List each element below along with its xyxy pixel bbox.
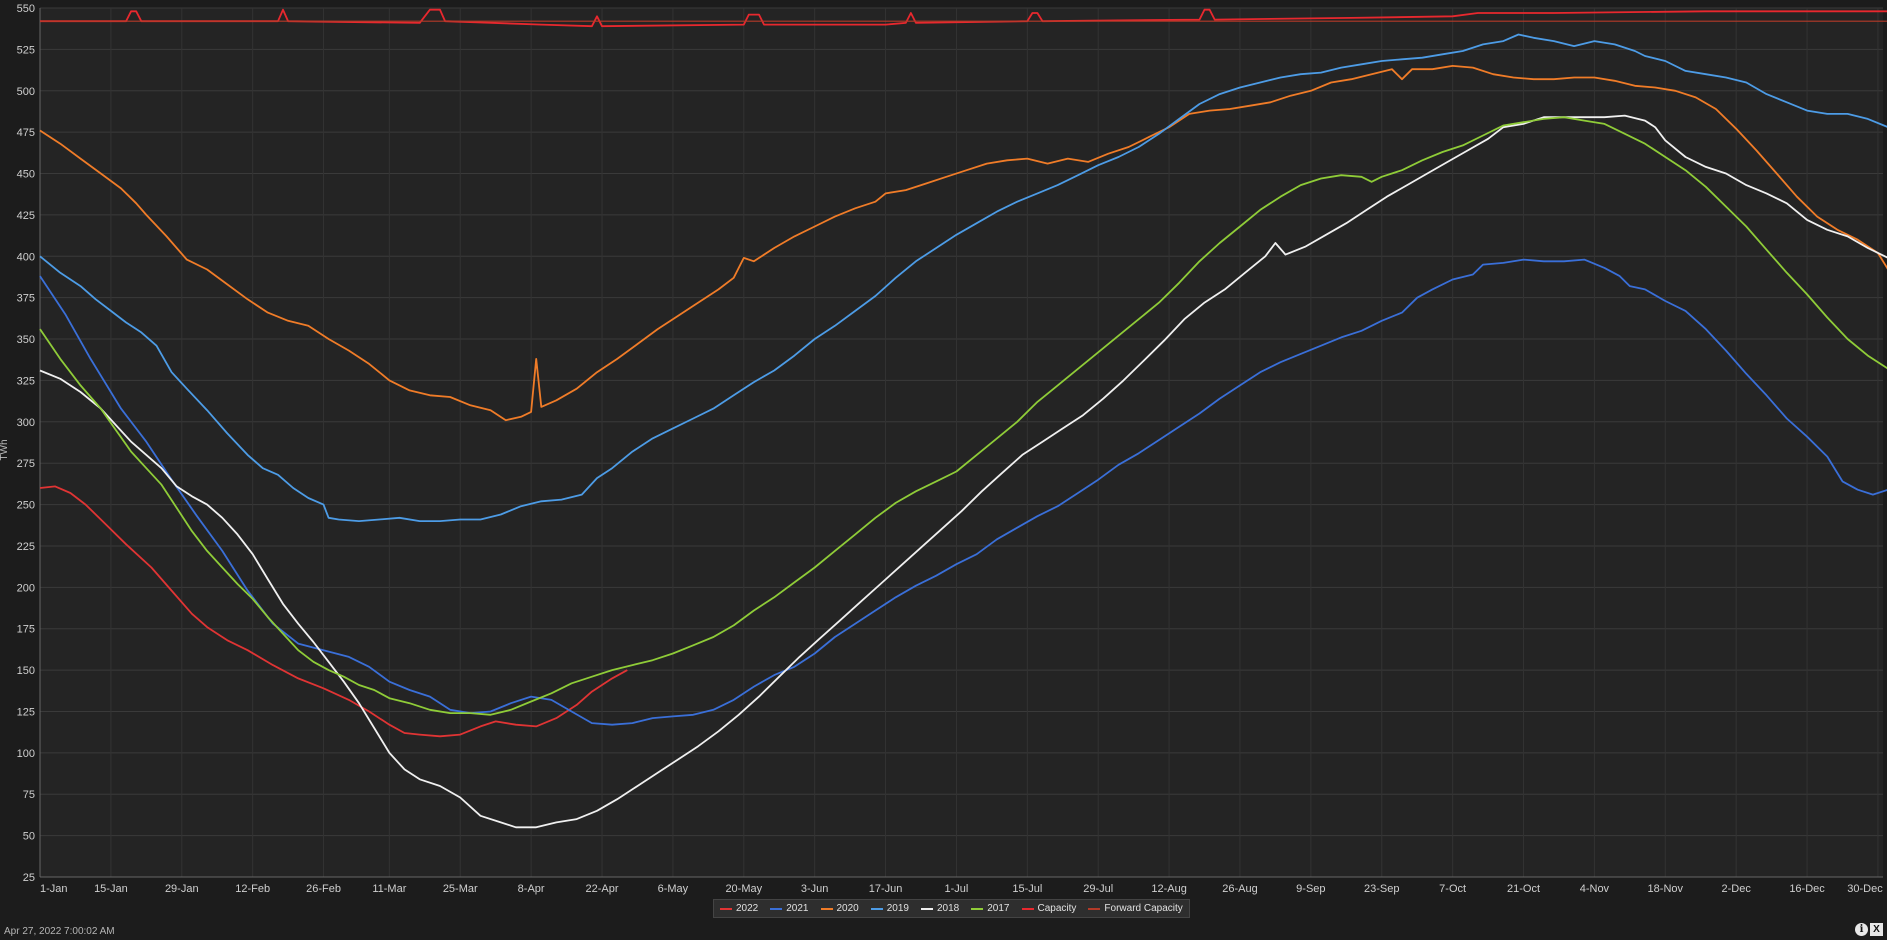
y-tick-label: 300 (17, 417, 35, 429)
legend-item-2018[interactable]: 2018 (921, 903, 959, 914)
series-line-2019[interactable] (39, 33, 1887, 522)
y-axis-label: TWh (0, 439, 10, 460)
y-tick-label: 450 (17, 169, 35, 181)
y-tick-label: 150 (17, 665, 35, 677)
y-tick-label: 125 (17, 706, 35, 718)
legend-label: 2019 (886, 903, 909, 914)
legend-label: 2018 (937, 903, 960, 914)
y-tick-label: 550 (17, 3, 35, 15)
y-tick-label: 175 (17, 624, 35, 636)
series-lines (39, 8, 1887, 829)
x-tick-label: 26-Feb (306, 883, 341, 895)
x-tick-label: 3-Jun (801, 883, 829, 895)
legend-swatch (971, 907, 984, 910)
corner-icons: i X (1855, 923, 1883, 936)
timestamp: Apr 27, 2022 7:00:02 AM (4, 926, 115, 937)
grid (39, 7, 1883, 878)
x-tick-label: 12-Aug (1151, 883, 1186, 895)
y-tick-label: 275 (17, 458, 35, 470)
y-tick-label: 400 (17, 251, 35, 263)
y-tick-label: 225 (17, 541, 35, 553)
legend: 2022 2021 2020 2019 2018 2017 Capacity Forward … (713, 899, 1190, 918)
legend-swatch (1088, 907, 1101, 910)
legend-swatch (870, 907, 883, 910)
x-tick-label: 8-Apr (518, 883, 545, 895)
x-tick-label: 2-Dec (1721, 883, 1751, 895)
y-tick-label: 75 (23, 789, 35, 801)
legend-item-2017[interactable]: 2017 (971, 903, 1010, 914)
x-tick-label: 30-Dec (1847, 883, 1883, 895)
x-tick-label: 11-Mar (372, 883, 406, 895)
y-axis-ticks: 25 50 75 100 125 150 175 200 225 250 275 300 325 350 3… (17, 3, 35, 884)
x-tick-label: 29-Jul (1083, 883, 1113, 895)
legend-label: Capacity (1037, 903, 1077, 914)
x-tick-label: 1-Jan (40, 883, 68, 895)
legend-swatch (921, 907, 933, 910)
legend-item-capacity[interactable]: Capacity (1021, 903, 1077, 914)
legend-label: Forward Capacity (1104, 903, 1183, 914)
x-tick-label: 12-Feb (235, 883, 270, 895)
legend-label: 2017 (987, 903, 1010, 914)
legend-item-2019[interactable]: 2019 (870, 903, 909, 914)
y-tick-label: 50 (23, 831, 35, 843)
x-tick-label: 21-Oct (1507, 883, 1540, 895)
x-tick-label: 26-Aug (1222, 883, 1257, 895)
x-axis-ticks: 1-Jan 15-Jan 29-Jan 12-Feb 26-Feb 11-Mar 25-Ma… (40, 883, 1883, 895)
x-tick-label: 7-Oct (1439, 883, 1466, 895)
y-tick-label: 200 (17, 582, 35, 594)
x-tick-label: 22-Apr (585, 883, 618, 895)
x-tick-label: 9-Sep (1296, 883, 1325, 895)
plot-area (40, 8, 1883, 877)
x-tick-label: 15-Jul (1012, 883, 1042, 895)
series-line-2018[interactable] (39, 114, 1887, 829)
legend-swatch (770, 907, 783, 910)
x-tick-label: 25-Mar (443, 883, 478, 895)
y-tick-label: 250 (17, 500, 35, 512)
y-tick-label: 100 (17, 748, 35, 760)
x-tick-label: 15-Jan (94, 883, 128, 895)
y-tick-label: 500 (17, 86, 35, 98)
x-tick-label: 1-Jul (945, 883, 969, 895)
x-tick-label: 29-Jan (165, 883, 199, 895)
y-tick-label: 475 (17, 127, 35, 139)
legend-label: 2022 (736, 903, 759, 914)
y-tick-label: 425 (17, 210, 35, 222)
x-tick-label: 6-May (658, 883, 689, 895)
legend-swatch (820, 907, 833, 910)
legend-item-forward-capacity[interactable]: Forward Capacity (1088, 903, 1183, 914)
x-tick-label: 17-Jun (869, 883, 903, 895)
y-tick-label: 25 (23, 872, 35, 884)
legend-item-2022[interactable]: 2022 (720, 903, 758, 914)
legend-label: 2021 (786, 903, 809, 914)
series-line-2017[interactable] (39, 116, 1887, 716)
x-tick-label: 23-Sep (1364, 883, 1399, 895)
y-tick-label: 525 (17, 44, 35, 56)
info-icon[interactable]: i (1855, 923, 1868, 936)
series-line-2020[interactable] (39, 65, 1887, 422)
legend-label: 2020 (836, 903, 859, 914)
x-tick-label: 4-Nov (1580, 883, 1610, 895)
legend-swatch (720, 907, 732, 910)
y-tick-label: 325 (17, 375, 35, 387)
legend-item-2020[interactable]: 2020 (820, 903, 859, 914)
x-tick-label: 20-May (725, 883, 762, 895)
excel-export-icon[interactable]: X (1870, 923, 1883, 936)
x-tick-label: 16-Dec (1789, 883, 1825, 895)
y-tick-label: 350 (17, 334, 35, 346)
legend-swatch (1021, 907, 1034, 910)
series-line-2021[interactable] (39, 258, 1887, 726)
x-tick-label: 18-Nov (1648, 883, 1684, 895)
series-line-2022[interactable] (39, 485, 628, 738)
series-line-capacity[interactable] (40, 8, 1887, 28)
y-tick-label: 375 (17, 293, 35, 305)
legend-item-2021[interactable]: 2021 (770, 903, 809, 914)
